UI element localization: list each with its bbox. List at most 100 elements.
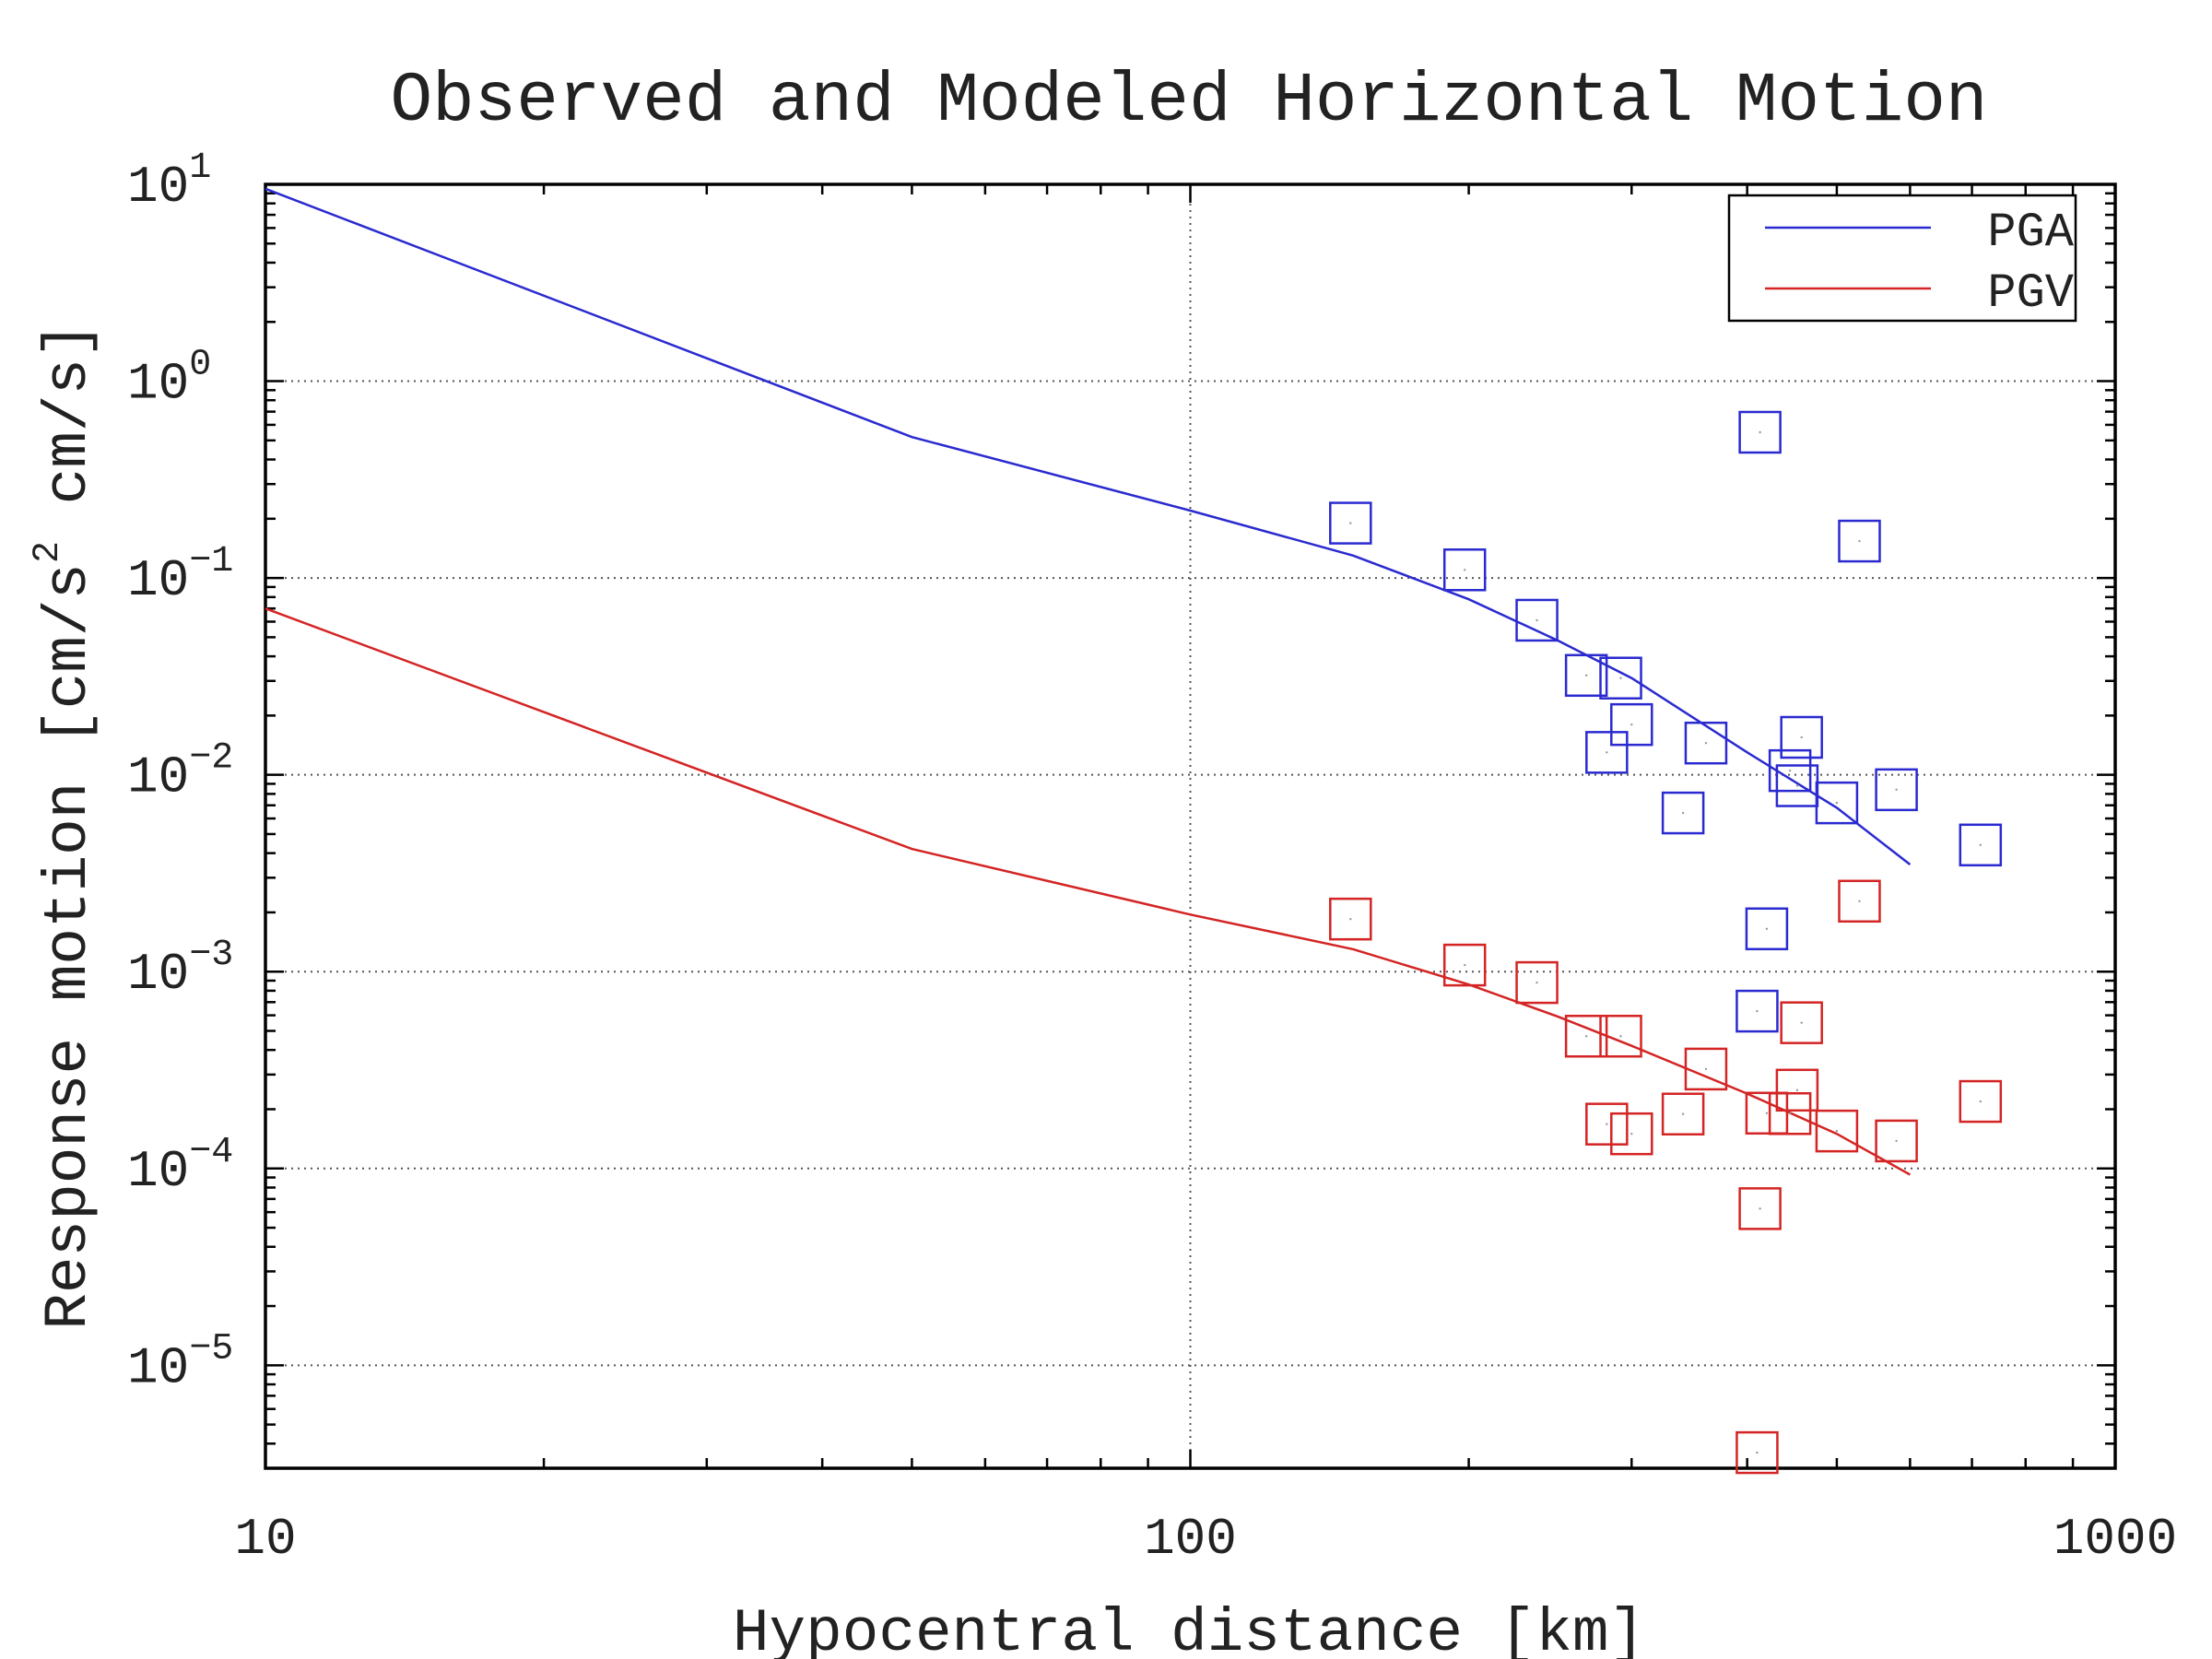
observed-point-pga: [1768, 748, 1812, 793]
observed-point-pga: [1585, 731, 1629, 774]
observed-point-center-pgv: [1704, 1067, 1708, 1071]
observed-point-center-pga: [1858, 539, 1861, 543]
x-tick-label: 100: [1144, 1510, 1237, 1569]
y-tick-label: 10−5: [127, 1328, 233, 1397]
observed-point-center-pgv: [1606, 1123, 1608, 1125]
observed-point-pgv: [1329, 897, 1372, 941]
observed-point-pgv: [1515, 960, 1559, 1005]
series-layer: [265, 187, 2003, 1475]
observed-point-pgv: [1838, 879, 1881, 924]
observed-point-center-pga: [1835, 801, 1839, 805]
observed-point-center-pga: [1800, 735, 1803, 739]
y-tick-label-exponent: −2: [189, 738, 233, 780]
y-tick-label-base: 10: [127, 1338, 189, 1397]
observed-point-center-pga: [1788, 769, 1792, 772]
y-tick-label-base: 10: [127, 551, 189, 610]
observed-point-pga: [1442, 548, 1487, 592]
observed-point-pgv: [1585, 1102, 1629, 1146]
y-tick-label-exponent: −3: [189, 935, 233, 976]
observed-point-pgv: [1684, 1047, 1728, 1091]
y-tick-label-base: 10: [127, 748, 189, 807]
y-tick-label-base: 10: [127, 355, 189, 414]
observed-point-center-pgv: [1756, 1451, 1759, 1454]
observed-point-pga: [1610, 702, 1653, 747]
observed-point-pgv: [1959, 1079, 2003, 1124]
observed-point-center-pga: [1795, 784, 1799, 787]
x-tick-label: 10: [234, 1510, 296, 1569]
observed-point-center-pgv: [1584, 1035, 1588, 1038]
y-tick-label-base: 10: [127, 158, 189, 217]
observed-point-center-pga: [1619, 677, 1622, 679]
observed-point-center-pgv: [1535, 981, 1538, 984]
grid-lines: [265, 183, 2115, 1468]
observed-point-pga: [1745, 907, 1789, 951]
legend-label-pga: PGA: [1987, 206, 2074, 260]
observed-point-center-pgv: [1895, 1139, 1898, 1143]
y-tick-label-base: 10: [127, 945, 189, 1004]
observed-point-center-pga: [1535, 618, 1538, 622]
observed-point-pga: [1661, 791, 1705, 835]
y-axis-label-units: cm/s]: [34, 322, 103, 541]
observed-point-center-pga: [1765, 927, 1769, 930]
observed-point-pgv: [1780, 1001, 1823, 1044]
legend-label-pgv: PGV: [1987, 266, 2074, 321]
observed-point-pga: [1738, 410, 1782, 454]
observed-point-pga: [1780, 715, 1823, 759]
y-tick-label-base: 10: [127, 1142, 189, 1201]
y-axis-label-superscript: 2: [28, 541, 69, 563]
observed-point-pgv: [1775, 1068, 1819, 1112]
observed-point-pgv: [1875, 1119, 1918, 1163]
legend: PGA PGV: [1727, 194, 2077, 323]
y-axis-label: Response motion [cm/s2 cm/s]: [28, 322, 103, 1329]
observed-point-center-pga: [1704, 742, 1708, 745]
observed-point-center-pga: [1630, 723, 1633, 726]
observed-point-pga: [1735, 989, 1779, 1033]
observed-point-pga: [1599, 656, 1642, 700]
y-tick-label: 10−4: [127, 1132, 233, 1201]
observed-point-center-pgv: [1464, 963, 1466, 967]
observed-point-center-pga: [1979, 843, 1982, 847]
observed-point-center-pga: [1349, 522, 1352, 524]
model-line-pgv: [265, 607, 1912, 1176]
observed-point-pga: [1684, 721, 1728, 765]
observed-point-pgv: [1661, 1092, 1705, 1135]
observed-point-pgv: [1599, 1014, 1642, 1058]
observed-point-pgv: [1610, 1112, 1653, 1156]
y-axis-label-main: Response motion [cm/s: [34, 563, 103, 1330]
observed-point-pgv: [1745, 1091, 1789, 1135]
observed-point-center-pgv: [1979, 1100, 1982, 1103]
model-line-pga: [265, 187, 1912, 865]
x-tick-label: 1000: [2053, 1510, 2177, 1569]
y-tick-label-exponent: −4: [189, 1132, 233, 1173]
y-tick-label-exponent: 1: [189, 147, 211, 189]
y-tick-label: 10−2: [127, 738, 233, 807]
observed-point-pgv: [1735, 1430, 1779, 1475]
observed-point-pga: [1815, 781, 1859, 825]
y-tick-label-exponent: −1: [189, 541, 233, 582]
y-tick-label: 101: [127, 147, 211, 217]
observed-point-pga: [1329, 501, 1372, 545]
observed-point-pga: [1875, 768, 1918, 812]
observed-point-center-pga: [1681, 811, 1685, 815]
observed-point-pga: [1515, 598, 1559, 642]
observed-point-center-pga: [1895, 788, 1898, 792]
chart-title: Observed and Modeled Horizontal Motion: [390, 62, 1987, 141]
observed-point-pgv: [1442, 943, 1487, 987]
y-tick-label-exponent: 0: [189, 345, 211, 386]
observed-point-pgv: [1768, 1092, 1812, 1135]
observed-point-center-pga: [1606, 751, 1608, 754]
y-tick-label: 10−3: [127, 935, 233, 1004]
observed-point-center-pgv: [1835, 1129, 1839, 1133]
observed-point-center-pgv: [1795, 1088, 1799, 1091]
observed-point-center-pga: [1759, 430, 1761, 434]
observed-point-center-pgv: [1759, 1207, 1761, 1210]
legend-box: [1727, 194, 2077, 323]
axis-ticks: [264, 184, 2115, 1470]
observed-point-center-pga: [1464, 569, 1466, 571]
observed-point-center-pga: [1756, 1009, 1759, 1013]
observed-point-pga: [1959, 823, 2003, 867]
observed-point-center-pgv: [1630, 1132, 1633, 1135]
observed-point-center-pga: [1584, 674, 1588, 677]
x-axis-label: Hypocentral distance [km]: [733, 1599, 1645, 1659]
